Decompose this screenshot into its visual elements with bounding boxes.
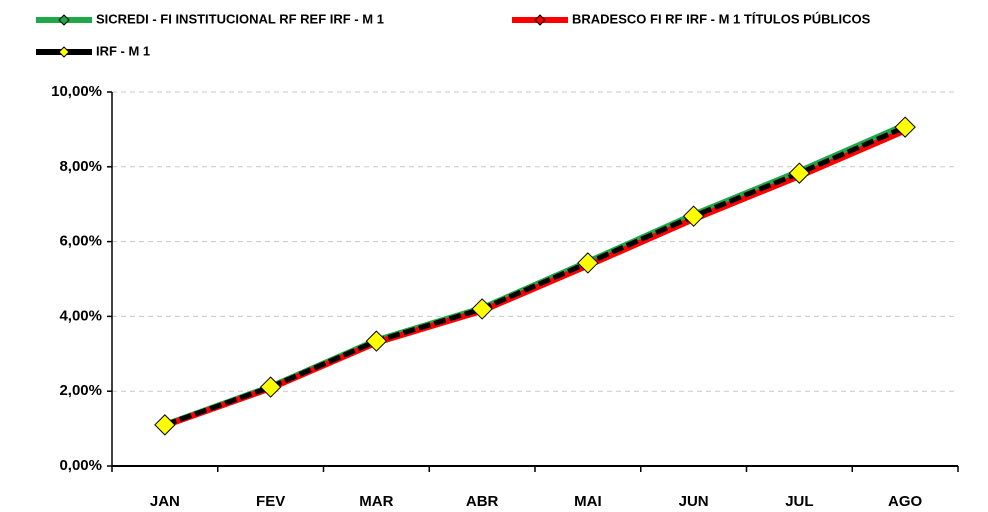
legend-label: SICREDI - FI INSTITUCIONAL RF REF IRF - … bbox=[96, 11, 384, 26]
y-tick-label: 8,00% bbox=[59, 158, 102, 175]
x-tick-label: JUN bbox=[679, 493, 709, 510]
x-tick-label: JAN bbox=[150, 493, 180, 510]
data-marker bbox=[365, 330, 388, 352]
y-tick-label: 4,00% bbox=[59, 307, 102, 324]
data-marker bbox=[894, 116, 916, 138]
y-tick-label: 0,00% bbox=[59, 457, 102, 474]
series-line bbox=[164, 124, 907, 428]
data-marker bbox=[788, 162, 811, 184]
legend-marker bbox=[58, 46, 70, 58]
x-tick-label: JUL bbox=[785, 493, 813, 510]
data-marker bbox=[471, 298, 493, 320]
legend-label: IRF - M 1 bbox=[96, 43, 150, 58]
x-tick-label: AGO bbox=[888, 493, 923, 510]
x-tick-label: FEV bbox=[256, 493, 285, 510]
x-tick-label: MAI bbox=[574, 493, 602, 510]
data-marker bbox=[154, 414, 176, 436]
y-tick-label: 10,00% bbox=[51, 83, 102, 100]
legend-label: BRADESCO FI RF IRF - M 1 TÍTULOS PÚBLICO… bbox=[572, 11, 871, 26]
x-tick-label: MAR bbox=[359, 493, 393, 510]
legend-marker bbox=[58, 14, 70, 26]
data-marker bbox=[682, 205, 705, 227]
y-tick-label: 6,00% bbox=[59, 233, 102, 250]
data-marker bbox=[259, 376, 282, 398]
y-tick-label: 2,00% bbox=[59, 382, 102, 399]
x-tick-label: ABR bbox=[466, 493, 499, 510]
legend-marker bbox=[534, 14, 546, 26]
data-marker bbox=[577, 252, 599, 274]
